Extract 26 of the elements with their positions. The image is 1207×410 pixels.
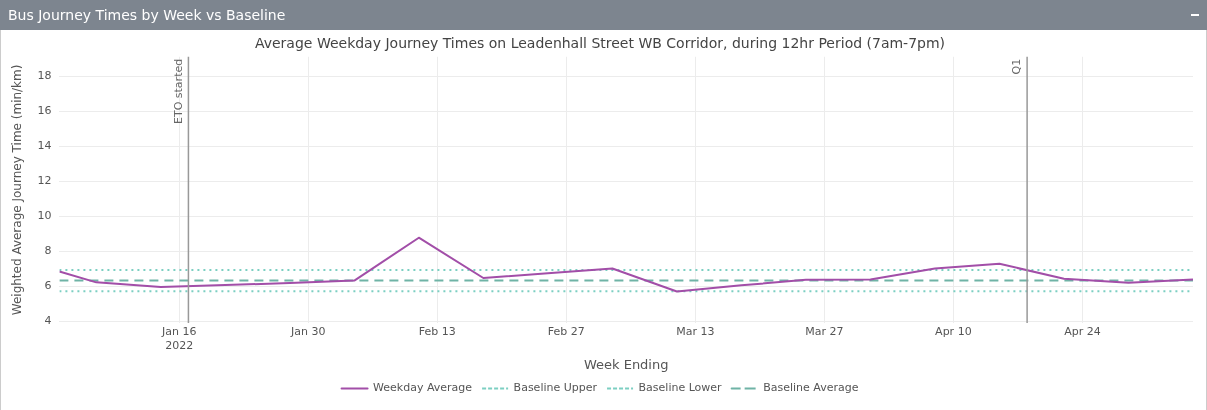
x-tick-label: Jan 30: [290, 325, 326, 339]
x-tick-label: Mar 13: [676, 325, 715, 339]
x-tick-label: Apr 10: [935, 325, 972, 339]
ref-line-label: ETO started: [171, 58, 185, 124]
x-tick-label: Jan 16 2022: [160, 325, 197, 352]
y-tick-label: 6: [44, 279, 52, 293]
y-tick-label: 12: [37, 174, 52, 187]
y-tick-label: 16: [37, 103, 52, 117]
x-tick-label: Feb 27: [547, 325, 585, 339]
chart-subtitle: Average Weekday Journey Times on Leadenhall Street WB Corridor, during 12hr Period (7am-7pm): [254, 35, 946, 52]
ref-line-label: Q1: [1010, 58, 1024, 75]
legend-label: Baseline Average: [763, 381, 859, 395]
y-tick-label: 8: [44, 244, 52, 258]
x-tick-label: Mar 27: [805, 325, 844, 339]
x-tick-label: Feb 13: [418, 325, 456, 339]
y-tick-label: 4: [44, 314, 52, 328]
legend-label: Baseline Upper: [513, 381, 598, 395]
y-tick-label: 14: [37, 138, 52, 152]
x-tick-label: Apr 24: [1064, 325, 1101, 339]
y-axis-title: Weighted Average Journey Time (min/km): [10, 64, 25, 316]
y-tick-label: 18: [37, 68, 52, 82]
legend-label: Baseline Lower: [638, 381, 723, 395]
x-axis-title: Week Ending: [583, 356, 669, 372]
y-tick-label: 10: [37, 209, 52, 223]
chart-title: Bus Journey Times by Week vs Baseline: [8, 7, 286, 23]
legend-label: Weekday Average: [373, 381, 473, 395]
